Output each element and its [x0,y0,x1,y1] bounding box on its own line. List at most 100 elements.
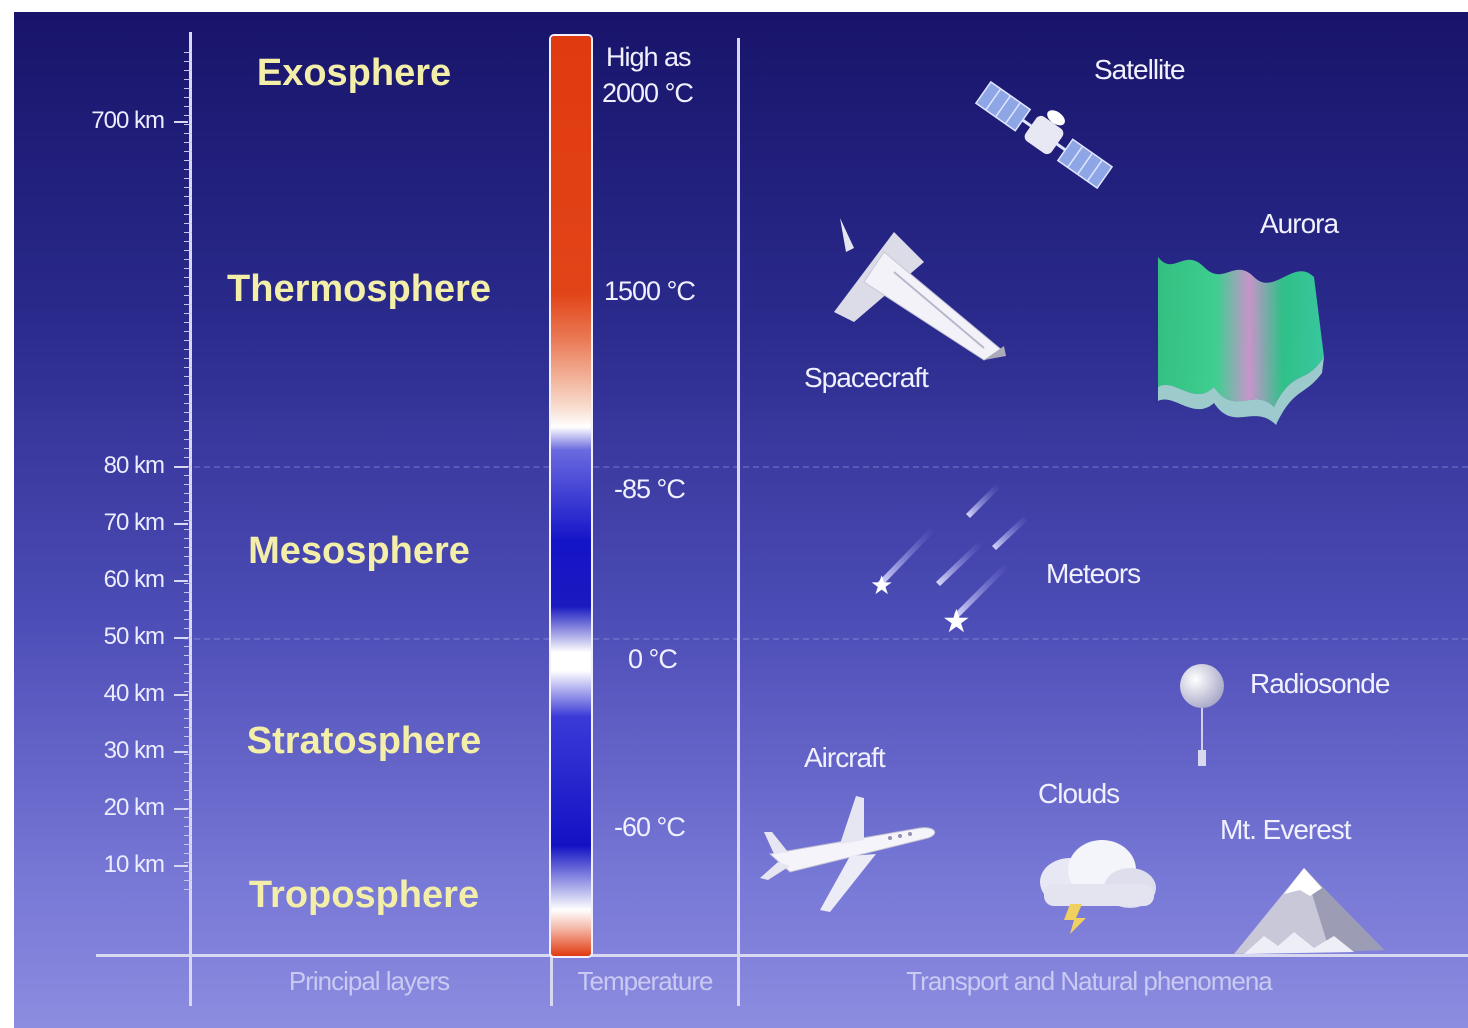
footer-principal-layers: Principal layers [288,966,450,996]
altitude-minor-tick [184,718,192,719]
altitude-minor-tick [184,655,192,656]
altitude-minor-tick [184,772,192,773]
layer-thermosphere: Thermosphere [227,268,491,310]
ground-line [96,954,1468,957]
thermosphere-boundary-line [184,466,1468,468]
altitude-minor-tick [184,331,192,332]
altitude-label-20km: 20 km [103,794,165,821]
altitude-minor-tick [184,205,192,206]
svg-text:★: ★ [942,602,971,640]
altitude-label-700km: 700 km [91,107,165,134]
altitude-minor-tick [184,142,192,143]
label-aurora: Aurora [1260,208,1339,239]
altitude-minor-tick [184,160,192,161]
altitude-minor-tick [184,286,192,287]
altitude-minor-tick [184,565,192,566]
tick-40km [174,694,188,696]
altitude-minor-tick [184,583,192,584]
altitude-minor-tick [184,232,192,233]
layer-stratosphere: Stratosphere [246,720,482,762]
radiosonde-icon [1180,664,1224,766]
mountain-icon [1234,868,1384,954]
altitude-minor-tick [184,70,192,71]
altitude-minor-tick [184,475,192,476]
altitude-label-70km: 70 km [103,509,165,536]
label-everest: Mt. Everest [1220,814,1352,845]
altitude-minor-tick [184,619,192,620]
altitude-label-50km: 50 km [103,623,165,650]
altitude-minor-tick [184,214,192,215]
svg-text:★: ★ [870,571,893,601]
altitude-minor-tick [184,745,192,746]
temperature-gradient-bar [551,36,591,956]
altitude-minor-tick [184,376,192,377]
altitude-minor-tick [184,664,192,665]
tick-20km [174,808,188,810]
footer-transport: Transport and Natural phenomena [906,966,1273,996]
temp-label-high-line2: 2000 °C [602,78,694,108]
altitude-minor-tick [184,610,192,611]
altitude-minor-tick [184,187,192,188]
tick-10km [174,865,188,867]
altitude-minor-tick [184,493,192,494]
altitude-label-30km: 30 km [103,737,165,764]
altitude-minor-tick [184,502,192,503]
label-meteors: Meteors [1046,558,1141,589]
temp-label-1500: 1500 °C [604,276,696,306]
altitude-label-80km: 80 km [103,452,165,479]
altitude-minor-tick [184,889,192,890]
altitude-minor-tick [184,304,192,305]
altitude-minor-tick [184,529,192,530]
altitude-minor-tick [184,844,192,845]
temperature-left-divider [550,952,553,1006]
label-spacecraft: Spacecraft [804,362,929,393]
altitude-label-10km: 10 km [103,851,165,878]
altitude-minor-tick [184,52,192,53]
altitude-minor-tick [184,403,192,404]
tick-60km [174,580,188,582]
spacecraft-icon [834,218,1006,361]
tick-80km [174,466,188,468]
altitude-minor-tick [184,340,192,341]
altitude-minor-tick [184,538,192,539]
altitude-minor-tick [184,124,192,125]
tick-70km [174,523,188,525]
tick-700km [174,121,188,123]
temp-label-minus85: -85 °C [614,474,686,504]
altitude-minor-tick [184,259,192,260]
altitude-minor-tick [184,277,192,278]
aircraft-icon [760,796,936,912]
altitude-minor-tick [184,781,192,782]
label-clouds: Clouds [1038,778,1120,809]
altitude-label-60km: 60 km [103,566,165,593]
layer-troposphere: Troposphere [248,874,480,916]
temp-label-0: 0 °C [628,644,678,674]
aurora-icon [1158,257,1324,425]
altitude-minor-tick [184,484,192,485]
layer-exosphere: Exosphere [256,52,452,94]
satellite-icon [974,80,1114,190]
altitude-minor-tick [184,151,192,152]
altitude-minor-tick [184,313,192,314]
layer-mesosphere: Mesosphere [248,530,470,572]
altitude-minor-tick [184,115,192,116]
temperature-right-divider [737,38,740,1006]
altitude-minor-tick [184,268,192,269]
altitude-minor-tick [184,385,192,386]
altitude-minor-tick [184,358,192,359]
altitude-minor-tick [184,673,192,674]
altitude-minor-tick [184,547,192,548]
altitude-minor-tick [184,412,192,413]
altitude-minor-tick [184,790,192,791]
altitude-minor-tick [184,826,192,827]
altitude-minor-tick [184,880,192,881]
altitude-minor-tick [184,682,192,683]
altitude-minor-tick [184,196,192,197]
altitude-minor-tick [184,322,192,323]
altitude-minor-tick [184,394,192,395]
altitude-minor-tick [184,457,192,458]
altitude-minor-tick [184,520,192,521]
altitude-minor-tick [184,466,192,467]
altitude-minor-tick [184,646,192,647]
altitude-minor-tick [184,178,192,179]
